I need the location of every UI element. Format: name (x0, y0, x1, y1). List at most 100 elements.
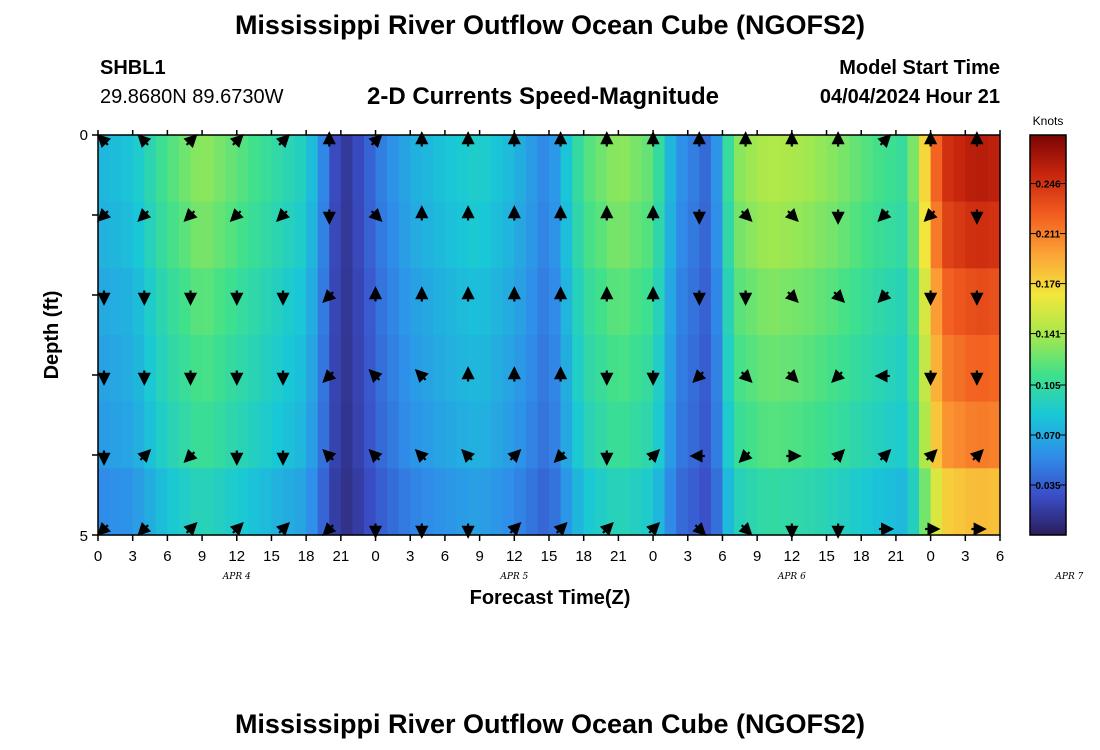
heatmap-cell (734, 401, 747, 469)
heatmap-cell (98, 401, 111, 469)
heatmap-cell (780, 335, 793, 403)
heatmap-cell (144, 135, 157, 203)
heatmap-cell (421, 268, 434, 336)
heatmap-cell (757, 335, 770, 403)
heatmap-cell (838, 135, 851, 203)
heatmap-cell (814, 468, 828, 536)
heatmap-cell (780, 268, 793, 336)
heatmap-cell (745, 268, 758, 336)
heatmap-cell (352, 268, 365, 336)
heatmap-cell (549, 401, 562, 469)
y-axis-label: Depth (ft) (41, 291, 63, 380)
current-arrow (877, 208, 892, 223)
heatmap-cell (190, 268, 203, 336)
current-arrow (229, 208, 244, 223)
heatmap-cell (271, 201, 284, 269)
x-tick-label: 9 (753, 548, 761, 565)
heatmap-cell (988, 468, 1001, 536)
heatmap-cell (849, 135, 862, 203)
heatmap-cell (109, 201, 122, 269)
x-tick-label: 3 (684, 548, 692, 565)
heatmap-cell (294, 401, 307, 469)
heatmap-cell (514, 135, 527, 203)
heatmap-cell (976, 401, 990, 469)
current-arrow (738, 449, 753, 464)
heatmap-cell (549, 135, 562, 203)
heatmap-cell (907, 335, 920, 403)
heatmap-cell (653, 335, 666, 403)
heatmap-cell (641, 135, 654, 203)
heatmap-cell (722, 335, 735, 403)
colorbar-ticks: 0.246 0.211 0.176 0.141 0.105 0.070 0.035 (1030, 180, 1066, 492)
heatmap-cell (329, 268, 342, 336)
heatmap-cell (687, 201, 700, 269)
heatmap-cell (953, 268, 966, 336)
heatmap-cell (849, 401, 862, 469)
heatmap-cell (306, 135, 319, 203)
heatmap-cell (664, 401, 677, 469)
heatmap-cell (953, 401, 966, 469)
heatmap-cell (803, 401, 816, 469)
heatmap-cell (444, 201, 458, 269)
heatmap-cell (826, 268, 839, 336)
heatmap-cell (121, 201, 134, 269)
heatmap-cell (387, 335, 400, 403)
heatmap-cell (502, 335, 515, 403)
heatmap-cell (930, 401, 943, 469)
station-id: SHBL1 (100, 57, 166, 79)
heatmap-cell (791, 135, 805, 203)
heatmap-cell (838, 335, 851, 403)
heatmap-cell (421, 201, 434, 269)
heatmap-cell (248, 401, 261, 469)
heatmap-cell (780, 468, 793, 536)
heatmap-cell (618, 268, 631, 336)
heatmap-cell (502, 468, 515, 536)
heatmap-cell (155, 468, 168, 536)
heatmap-cell (502, 268, 515, 336)
current-arrow (137, 133, 152, 148)
heatmap-cell (814, 268, 828, 336)
heatmap-cell (178, 335, 192, 403)
x-tick-label: 0 (94, 548, 102, 565)
heatmap-cell (722, 268, 735, 336)
day-label: APR 6 (777, 572, 806, 582)
heatmap-cell (572, 335, 585, 403)
current-arrow (322, 289, 337, 304)
heatmap-cell (375, 268, 388, 336)
heatmap-cell (745, 335, 758, 403)
heatmap-cell (965, 401, 978, 469)
heatmap-cell (479, 468, 492, 536)
heatmap-cell (572, 401, 585, 469)
chart-title: 2-D Currents Speed-Magnitude (367, 83, 720, 110)
heatmap-cell (710, 335, 724, 403)
heatmap-cell (572, 135, 585, 203)
heatmap-cell (306, 401, 319, 469)
heatmap-cell (375, 201, 388, 269)
x-tick-label: 12 (228, 548, 245, 565)
current-arrow (646, 521, 661, 536)
heatmap-cell (236, 135, 249, 203)
x-tick-label: 18 (575, 548, 592, 565)
current-arrow (877, 448, 892, 463)
heatmap-cell (236, 468, 249, 536)
heatmap-cell (155, 335, 168, 403)
heatmap-cell (653, 268, 666, 336)
heatmap-cell (595, 268, 608, 336)
heatmap-cell (699, 268, 712, 336)
heatmap-cell (710, 201, 724, 269)
heatmap-cell (421, 335, 434, 403)
current-arrow (183, 521, 198, 536)
current-arrow (646, 448, 661, 463)
heatmap-cell (872, 268, 885, 336)
heatmap-cell (653, 201, 666, 269)
heatmap-cell (872, 468, 885, 536)
heatmap-cell (641, 468, 654, 536)
heatmap-cell (468, 268, 481, 336)
heatmap-cell (722, 135, 735, 203)
day-label: APR 5 (499, 572, 528, 582)
heatmap-cell (398, 335, 411, 403)
heatmap-cell (745, 401, 758, 469)
heatmap-cell (895, 401, 909, 469)
heatmap-cell (98, 335, 111, 403)
heatmap-cell (768, 135, 781, 203)
